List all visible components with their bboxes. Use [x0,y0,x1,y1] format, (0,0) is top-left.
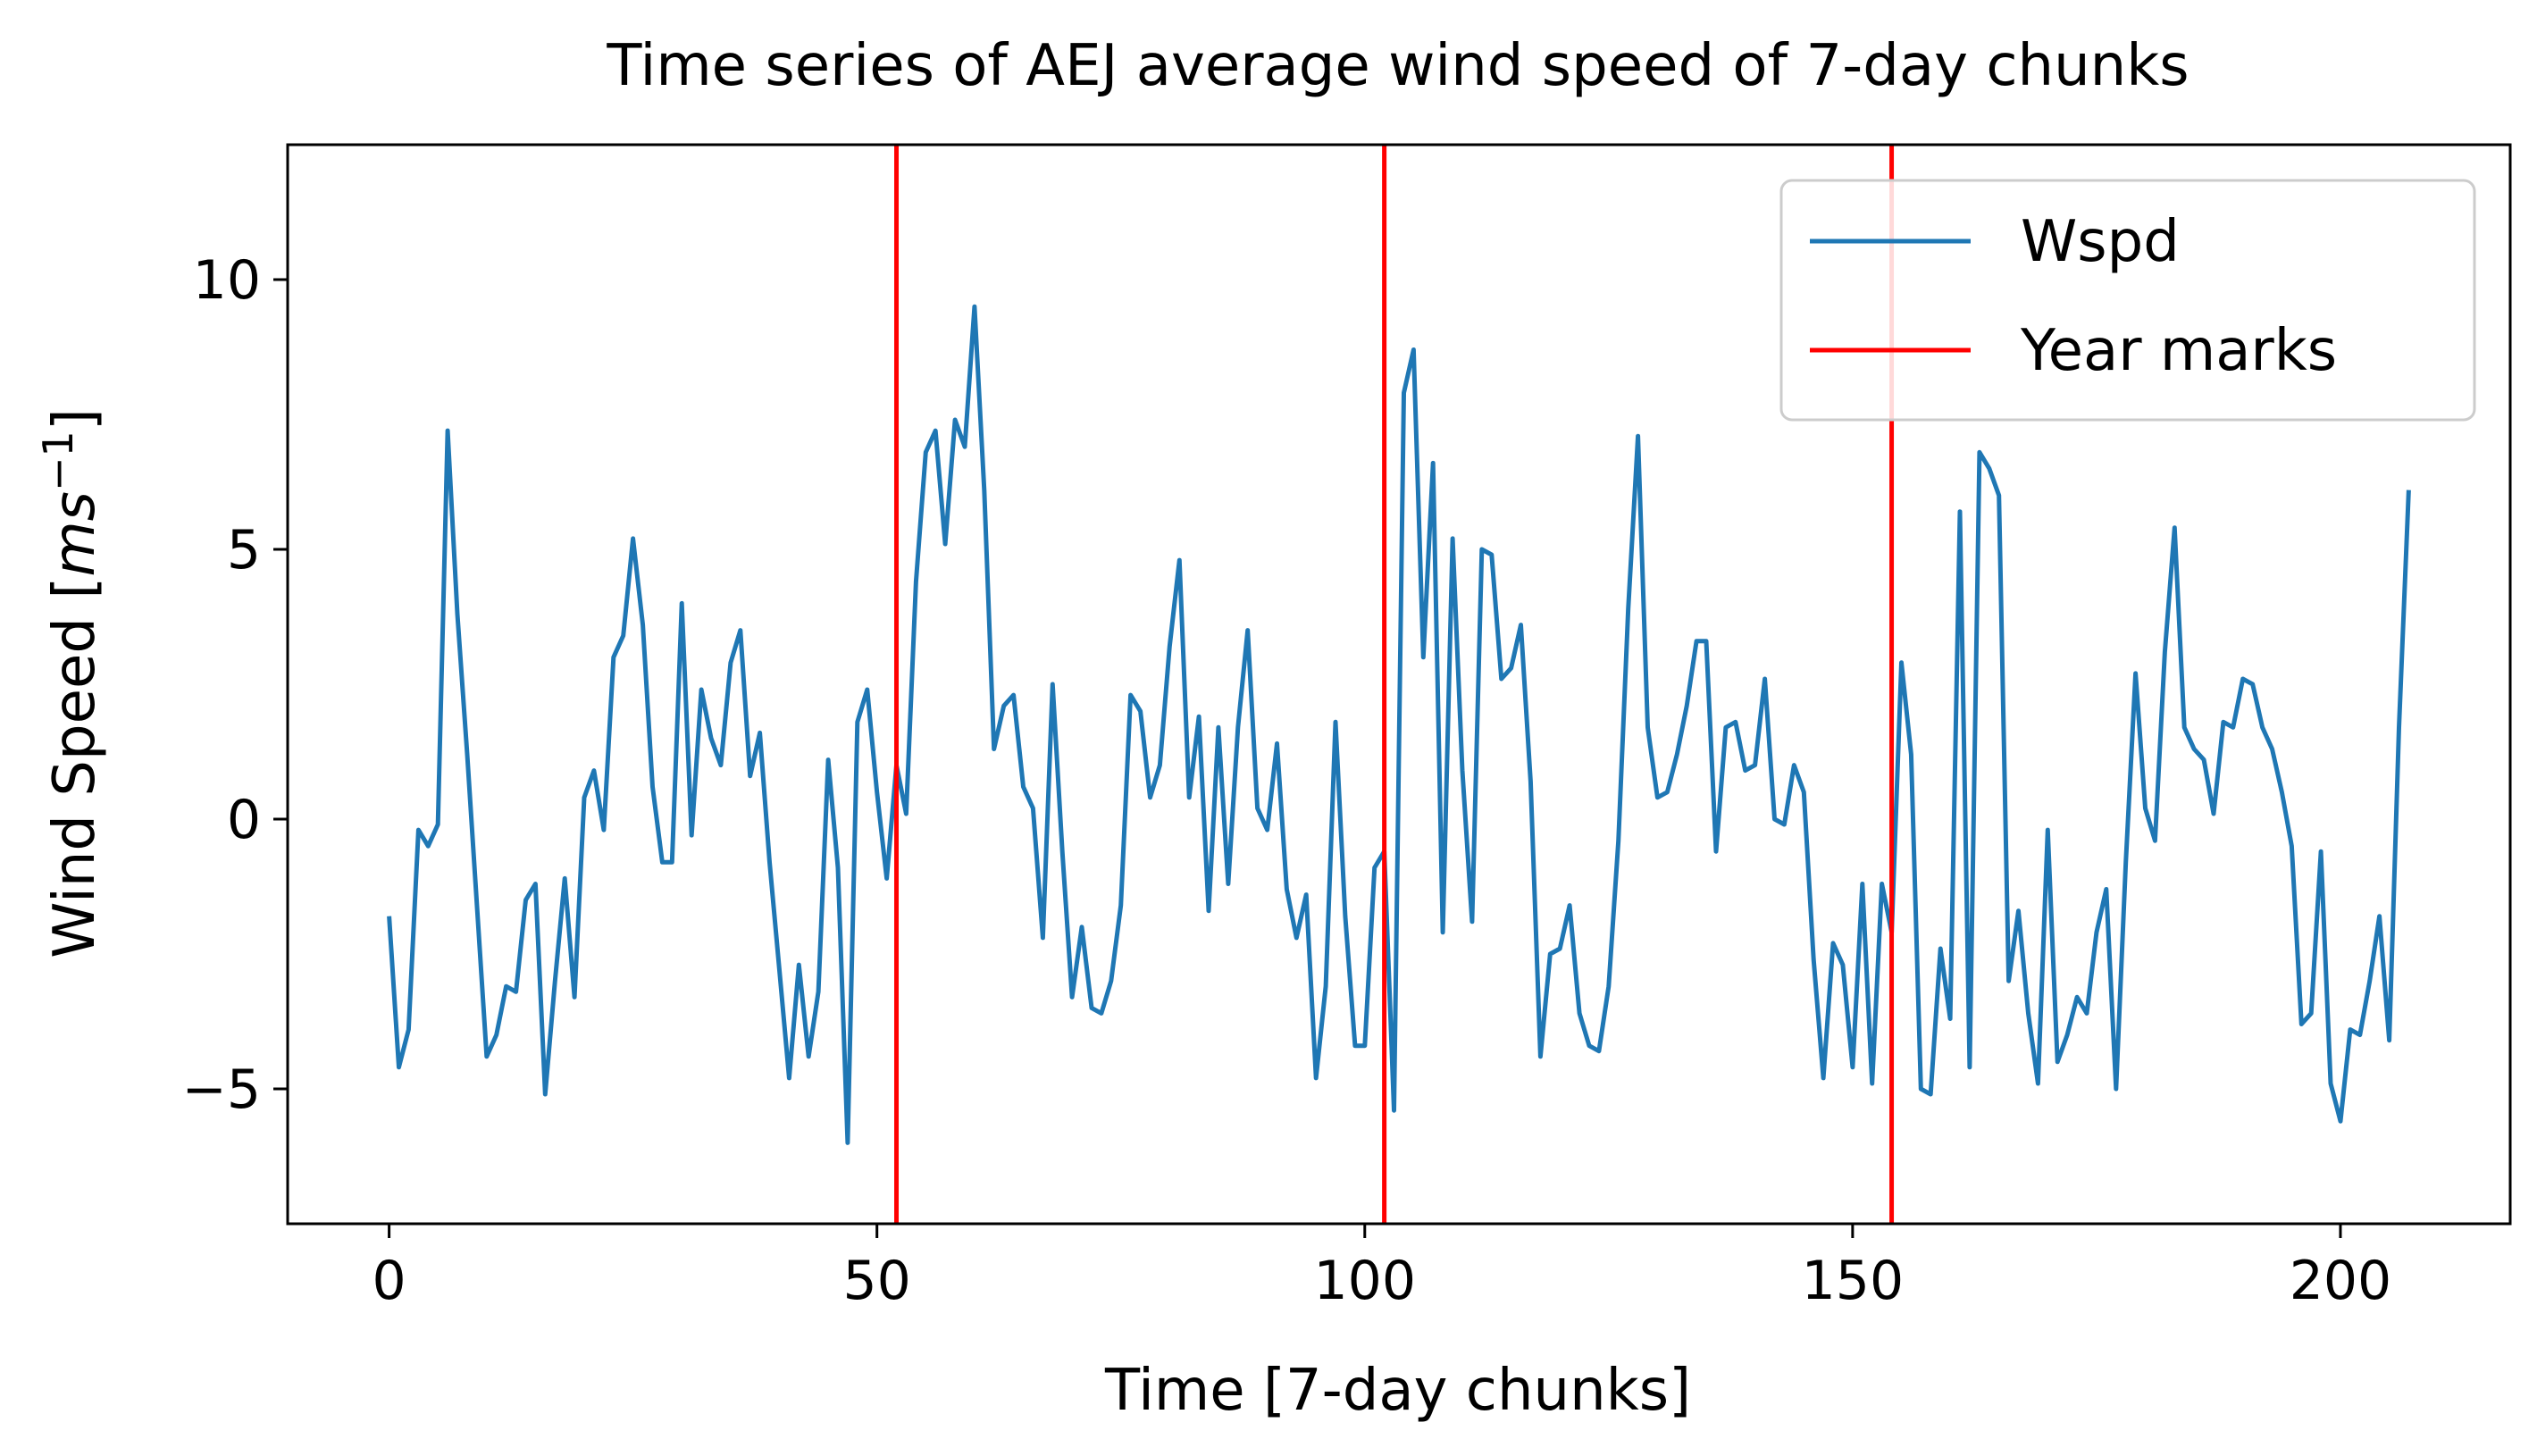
y-axis-label-unit: ms [42,491,108,577]
y-axis: −5 0 5 10 [182,249,288,1121]
x-tick-label: 0 [372,1250,406,1312]
x-tick-label: 100 [1314,1250,1417,1312]
legend: Wspd Year marks [1779,179,2476,422]
y-tick-label: 5 [227,519,261,582]
y-tick-label: 10 [193,249,261,312]
y-tick-label: −5 [182,1059,261,1121]
x-axis: 0 50 100 150 200 [372,1224,2391,1312]
plot-frame [286,143,2512,1226]
y-axis-label-close: ] [42,408,108,431]
x-tick-label: 50 [843,1250,911,1312]
y-axis-label: Wind Speed [ms−1] [34,408,108,958]
legend-label-year-marks: Year marks [2020,318,2337,384]
chart-title: Time series of AEJ average wind speed of… [606,33,2189,99]
y-axis-label-exponent: −1 [34,431,82,491]
x-tick-label: 150 [1802,1250,1905,1312]
x-axis-label: Time [7-day chunks] [1104,1358,1691,1424]
legend-label-wspd: Wspd [2021,209,2180,275]
y-tick-label: 0 [227,789,261,851]
x-tick-label: 200 [2290,1250,2392,1312]
y-axis-label-text: Wind Speed [ [42,577,108,958]
series-line-wspd [387,304,2411,1145]
